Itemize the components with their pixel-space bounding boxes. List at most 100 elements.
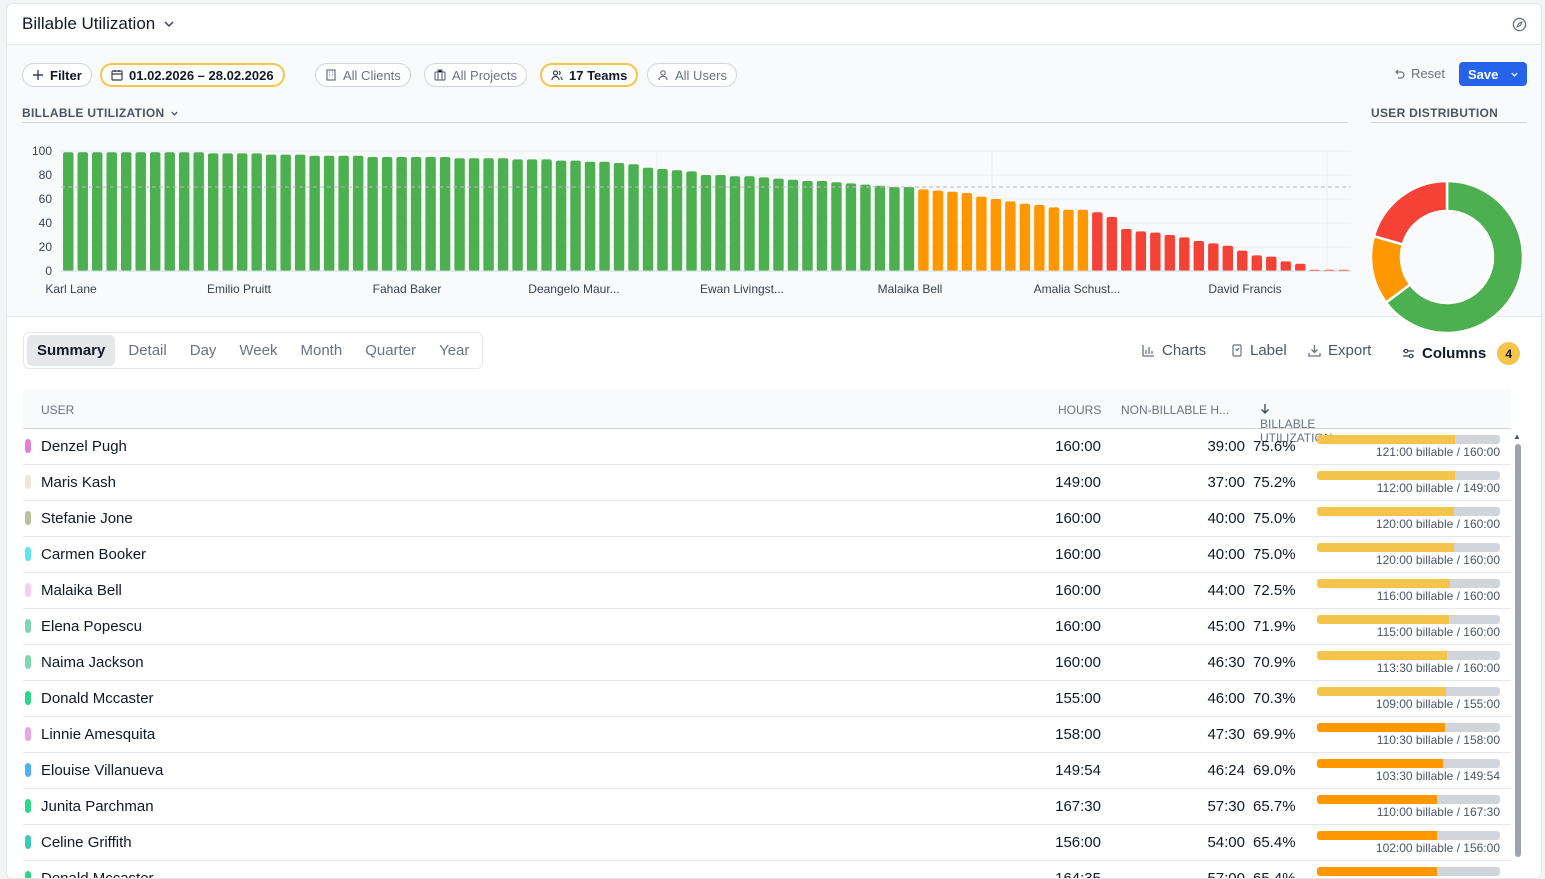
page-title[interactable]: Billable Utilization [22,14,156,33]
tab-day[interactable]: Day [189,342,217,359]
columns-button[interactable]: Columns 4 [1402,342,1521,365]
tab-month[interactable]: Month [300,342,343,359]
utilization-percent: 72.5% [1253,582,1296,599]
table-row[interactable]: Denzel Pugh 160:00 39:00 75.6% 121:00 billab… [23,429,1511,465]
user-name[interactable]: Maris Kash [41,474,117,491]
table-row[interactable]: Naima Jackson 160:00 46:30 70.9% 113:30 bill… [23,645,1511,681]
teams-filter[interactable]: 17 Teams [540,63,639,87]
user-name[interactable]: Stefanie Jone [41,510,133,527]
user-name[interactable]: Denzel Pugh [41,438,127,455]
scrollbar-thumb[interactable] [1515,444,1521,857]
column-header-user[interactable]: USER [41,403,75,417]
billable-summary: 115:00 billable / 160:00 [1376,625,1500,639]
reset-button[interactable]: Reset [1393,66,1445,81]
label-label: Label [1250,342,1287,359]
table-row[interactable]: Stefanie Jone 160:00 40:00 75.0% 120:00 bill… [23,501,1511,537]
user-color-dot [25,619,31,633]
users-filter[interactable]: All Users [647,63,738,87]
y-tick-label: 100 [32,144,52,158]
table-row[interactable]: Carmen Booker 160:00 40:00 75.0% 120:00 bill… [23,537,1511,573]
chart-bar [526,159,538,271]
utilization-bar-fill [1317,831,1437,840]
table-row[interactable]: Donald Mccaster 155:00 46:00 70.3% 109:00 bi… [23,681,1511,717]
undo-icon [1395,69,1405,79]
date-range-filter[interactable]: 01.02.2026 – 28.02.2026 [100,63,285,87]
tab-year[interactable]: Year [439,342,470,359]
chart-bar [1034,205,1045,271]
save-button[interactable]: Save [1459,62,1527,86]
hours-value: 149:00 [1055,474,1101,491]
chart-bar [439,157,451,271]
column-header-hours[interactable]: HOURS [1058,403,1102,417]
chart-section-title[interactable]: BILLABLE UTILIZATION [22,106,179,120]
donut-slice [1384,179,1525,335]
label-button[interactable]: Label [1231,342,1287,359]
user-name[interactable]: Junita Parchman [41,798,154,815]
user-name[interactable]: Naima Jackson [41,654,144,671]
user-name[interactable]: Donald Mccaster [41,690,154,707]
table-row[interactable]: Malaika Bell 160:00 44:00 72.5% 116:00 billa… [23,573,1511,609]
chart-bar [410,157,422,271]
chart-bar [1063,209,1074,271]
compass-icon[interactable] [1512,17,1527,32]
user-name[interactable]: Donald Mccaster [41,870,154,879]
chart-bar [468,158,480,271]
user-color-dot [25,439,31,453]
header: Billable Utilization [7,4,1541,45]
scroll-up-arrow[interactable]: ▲ [1513,432,1521,441]
charts-button[interactable]: Charts [1142,342,1206,359]
clients-filter[interactable]: All Clients [315,63,411,87]
export-button[interactable]: Export [1308,342,1371,359]
nonbillable-value: 46:24 [1207,762,1245,779]
user-name[interactable]: Carmen Booker [41,546,147,563]
user-name[interactable]: Celine Griffith [41,834,132,851]
table-row[interactable]: Elouise Villanueva 149:54 46:24 69.0% 103:30… [23,753,1511,789]
chart-bar [512,159,523,271]
table-row[interactable]: Maris Kash 149:00 37:00 75.2% 112:00 billabl… [23,465,1511,501]
chart-bar [222,153,233,271]
user-name[interactable]: Elouise Villanueva [41,762,164,779]
utilization-bar [1317,471,1500,480]
user-name[interactable]: Malaika Bell [41,582,122,599]
chart-bar [1295,263,1306,271]
chart-bar [599,161,610,271]
utilization-bar [1317,543,1500,552]
column-header-utilization[interactable]: BILLABLE UTILIZATION [1260,403,1332,445]
chart-bar [178,152,190,271]
tab-week[interactable]: Week [239,342,278,359]
utilization-bar [1317,759,1500,768]
tab-detail[interactable]: Detail [128,342,167,359]
table-row[interactable]: Junita Parchman 167:30 57:30 65.7% 110:00 bi… [23,789,1511,825]
y-tick-label: 80 [39,168,53,182]
utilization-bar [1317,795,1500,804]
x-tick-label: Karl Lane [45,282,97,296]
divider [22,122,1348,123]
projects-filter[interactable]: All Projects [424,63,528,87]
column-header-nonbillable[interactable]: NON-BILLABLE H... [1121,403,1230,417]
user-name[interactable]: Linnie Amesquita [41,726,156,743]
table-row[interactable]: Celine Griffith 156:00 54:00 65.4% 102:00 bi… [23,825,1511,861]
chart-bar [1092,212,1103,271]
chevron-down-icon[interactable] [163,18,175,30]
user-name[interactable]: Elena Popescu [41,618,142,635]
chart-bar [613,163,625,271]
tab-quarter[interactable]: Quarter [365,342,417,359]
plus-icon [33,70,43,80]
chart-bar [715,175,726,271]
chart-bar [1222,245,1234,271]
tab-summary[interactable]: Summary [27,335,116,366]
chart-bar [860,184,871,271]
utilization-bar-fill [1317,651,1447,660]
user-color-dot [25,511,31,525]
chart-bar [961,193,973,271]
table-row[interactable]: Elena Popescu 160:00 45:00 71.9% 115:00 bill… [23,609,1511,645]
filter-button[interactable]: Filter [22,63,92,87]
table-row[interactable]: Linnie Amesquita 158:00 47:30 69.9% 110:30 b… [23,717,1511,753]
chart-bar [932,190,944,271]
hours-value: 160:00 [1055,582,1101,599]
table-row[interactable]: Donald Mccaster 164:35 57:00 65.4% [23,861,1511,879]
chevron-down-icon[interactable] [1510,70,1519,79]
chart-bar [1280,261,1291,271]
chart-bar [294,154,306,271]
chart-bar [686,171,697,271]
